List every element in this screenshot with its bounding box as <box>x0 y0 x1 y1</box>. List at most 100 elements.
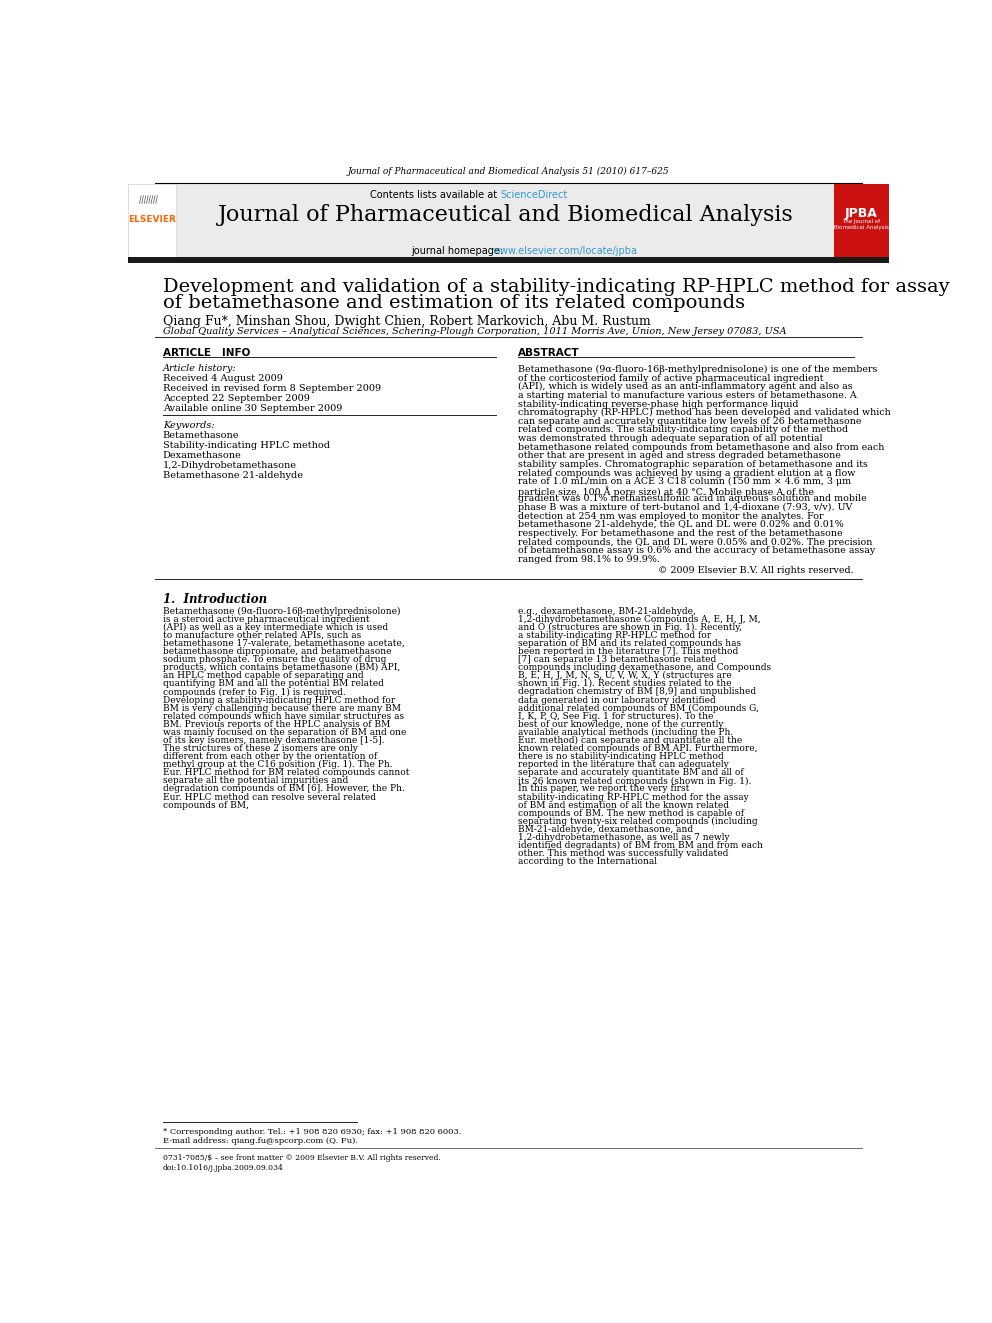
Text: and O (structures are shown in Fig. 1). Recently,: and O (structures are shown in Fig. 1). … <box>518 623 742 632</box>
Text: best of our knowledge, none of the currently: best of our knowledge, none of the curre… <box>518 720 723 729</box>
Text: compounds including dexamethasone, and Compounds: compounds including dexamethasone, and C… <box>518 663 771 672</box>
Text: particle size, 100 Å pore size) at 40 °C. Mobile phase A of the: particle size, 100 Å pore size) at 40 °C… <box>518 486 813 496</box>
Text: betamethasone 21-aldehyde, the QL and DL were 0.02% and 0.01%: betamethasone 21-aldehyde, the QL and DL… <box>518 520 843 529</box>
Text: was demonstrated through adequate separation of all potential: was demonstrated through adequate separa… <box>518 434 822 443</box>
Text: Stability-indicating HPLC method: Stability-indicating HPLC method <box>163 442 329 450</box>
Text: available analytical methods (including the Ph.: available analytical methods (including … <box>518 728 733 737</box>
Text: betamethasone 17-valerate, betamethasone acetate,: betamethasone 17-valerate, betamethasone… <box>163 639 405 648</box>
Text: Accepted 22 September 2009: Accepted 22 September 2009 <box>163 394 310 402</box>
Text: respectively. For betamethasone and the rest of the betamethasone: respectively. For betamethasone and the … <box>518 529 842 538</box>
Text: JPBA: JPBA <box>844 208 878 220</box>
Text: separating twenty-six related compounds (including: separating twenty-six related compounds … <box>518 816 757 826</box>
Text: quantifying BM and all the potential BM related: quantifying BM and all the potential BM … <box>163 679 384 688</box>
Text: 1,2-dihydrobetamethasone, as well as 7 newly: 1,2-dihydrobetamethasone, as well as 7 n… <box>518 833 729 841</box>
Text: stability-indicating RP-HPLC method for the assay: stability-indicating RP-HPLC method for … <box>518 792 748 802</box>
Text: different from each other by the orientation of: different from each other by the orienta… <box>163 751 377 761</box>
Bar <box>834 184 889 257</box>
Text: E-mail address: qiang.fu@spcorp.com (Q. Fu).: E-mail address: qiang.fu@spcorp.com (Q. … <box>163 1138 358 1146</box>
Text: ScienceDirect: ScienceDirect <box>501 189 567 200</box>
Text: 1.  Introduction: 1. Introduction <box>163 593 267 606</box>
Text: of the corticosteriod family of active pharmaceutical ingredient: of the corticosteriod family of active p… <box>518 373 823 382</box>
Text: BM. Previous reports of the HPLC analysis of BM: BM. Previous reports of the HPLC analysi… <box>163 720 390 729</box>
Text: can separate and accurately quantitate low levels of 26 betamethasone: can separate and accurately quantitate l… <box>518 417 861 426</box>
Text: compounds of BM. The new method is capable of: compounds of BM. The new method is capab… <box>518 808 744 818</box>
Text: degradation chemistry of BM [8,9] and unpublished: degradation chemistry of BM [8,9] and un… <box>518 688 756 696</box>
Text: Article history:: Article history: <box>163 364 236 373</box>
Text: products, which contains betamethasone (BM) API,: products, which contains betamethasone (… <box>163 663 400 672</box>
Text: data generated in our laboratory identified: data generated in our laboratory identif… <box>518 696 715 705</box>
Text: detection at 254 nm was employed to monitor the analytes. For: detection at 254 nm was employed to moni… <box>518 512 823 521</box>
Bar <box>128 184 176 257</box>
Text: betamethasone related compounds from betamethasone and also from each: betamethasone related compounds from bet… <box>518 443 884 451</box>
Text: Global Quality Services – Analytical Sciences, Schering-Plough Corporation, 1011: Global Quality Services – Analytical Sci… <box>163 327 787 336</box>
Text: Developing a stability-indicating HPLC method for: Developing a stability-indicating HPLC m… <box>163 696 395 705</box>
Text: betamethasone dipropionate, and betamethasone: betamethasone dipropionate, and betameth… <box>163 647 391 656</box>
Text: Betamethasone 21-aldehyde: Betamethasone 21-aldehyde <box>163 471 303 480</box>
Text: been reported in the literature [7]. This method: been reported in the literature [7]. Thi… <box>518 647 738 656</box>
Text: B, E, H, J, M, N, S, U, V, W, X, Y (structures are: B, E, H, J, M, N, S, U, V, W, X, Y (stru… <box>518 671 731 680</box>
Text: [7] can separate 13 betamethasone related: [7] can separate 13 betamethasone relate… <box>518 655 716 664</box>
Text: there is no stability-indicating HPLC method: there is no stability-indicating HPLC me… <box>518 751 723 761</box>
Text: of betamethasone assay is 0.6% and the accuracy of betamethasone assay: of betamethasone assay is 0.6% and the a… <box>518 546 875 556</box>
Text: 1,2-dihydrobetamethasone Compounds A, E, H, J, M,: 1,2-dihydrobetamethasone Compounds A, E,… <box>518 615 760 623</box>
Text: Received 4 August 2009: Received 4 August 2009 <box>163 373 283 382</box>
Text: separation of BM and its related compounds has: separation of BM and its related compoun… <box>518 639 741 648</box>
Text: rate of 1.0 mL/min on a ACE 3 C18 column (150 mm × 4.6 mm, 3 μm: rate of 1.0 mL/min on a ACE 3 C18 column… <box>518 478 851 487</box>
Text: ELSEVIER: ELSEVIER <box>128 214 176 224</box>
Text: * Corresponding author. Tel.: +1 908 820 6930; fax: +1 908 820 6003.: * Corresponding author. Tel.: +1 908 820… <box>163 1129 461 1136</box>
Text: degradation compounds of BM [6]. However, the Ph.: degradation compounds of BM [6]. However… <box>163 785 405 794</box>
Text: ARTICLE   INFO: ARTICLE INFO <box>163 348 250 359</box>
Text: additional related compounds of BM (Compounds G,: additional related compounds of BM (Comp… <box>518 704 759 713</box>
Text: ABSTRACT: ABSTRACT <box>518 348 579 359</box>
Text: Journal of Pharmaceutical and Biomedical Analysis 51 (2010) 617–625: Journal of Pharmaceutical and Biomedical… <box>347 167 670 176</box>
Text: stability-indicating reverse-phase high performance liquid: stability-indicating reverse-phase high … <box>518 400 799 409</box>
Text: chromatography (RP-HPLC) method has been developed and validated which: chromatography (RP-HPLC) method has been… <box>518 409 891 417</box>
Text: separate and accurately quantitate BM and all of: separate and accurately quantitate BM an… <box>518 769 743 778</box>
Text: of betamethasone and estimation of its related compounds: of betamethasone and estimation of its r… <box>163 294 745 312</box>
Text: reported in the literature that can adequately: reported in the literature that can adeq… <box>518 761 728 769</box>
Text: Dexamethasone: Dexamethasone <box>163 451 241 460</box>
Text: Betamethasone: Betamethasone <box>163 431 239 441</box>
Text: Qiang Fu*, Minshan Shou, Dwight Chien, Robert Markovich, Abu M. Rustum: Qiang Fu*, Minshan Shou, Dwight Chien, R… <box>163 315 651 328</box>
Text: was mainly focused on the separation of BM and one: was mainly focused on the separation of … <box>163 728 406 737</box>
Text: compounds of BM,: compounds of BM, <box>163 800 249 810</box>
Text: The structures of these 2 isomers are only: The structures of these 2 isomers are on… <box>163 744 358 753</box>
Text: identified degradants) of BM from BM and from each: identified degradants) of BM from BM and… <box>518 841 763 851</box>
Text: doi:10.1016/j.jpba.2009.09.034: doi:10.1016/j.jpba.2009.09.034 <box>163 1164 284 1172</box>
Text: related compounds which have similar structures as: related compounds which have similar str… <box>163 712 404 721</box>
Text: www.elsevier.com/locate/jpba: www.elsevier.com/locate/jpba <box>493 246 638 255</box>
Text: Keywords:: Keywords: <box>163 421 214 430</box>
Text: phase B was a mixture of tert-butanol and 1,4-dioxane (7:93, v/v). UV: phase B was a mixture of tert-butanol an… <box>518 503 852 512</box>
Text: separate all the potential impurities and: separate all the potential impurities an… <box>163 777 348 786</box>
Text: sodium phosphate. To ensure the quality of drug: sodium phosphate. To ensure the quality … <box>163 655 386 664</box>
Text: BM is very challenging because there are many BM: BM is very challenging because there are… <box>163 704 401 713</box>
Text: stability samples. Chromatographic separation of betamethasone and its: stability samples. Chromatographic separ… <box>518 460 868 468</box>
Text: an HPLC method capable of separating and: an HPLC method capable of separating and <box>163 671 363 680</box>
Text: compounds (refer to Fig. 1) is required.: compounds (refer to Fig. 1) is required. <box>163 688 345 697</box>
Text: to manufacture other related APIs, such as: to manufacture other related APIs, such … <box>163 631 361 640</box>
Text: is a steroid active pharmaceutical ingredient: is a steroid active pharmaceutical ingre… <box>163 615 369 623</box>
Text: The Journal of
Biomedical Analysis: The Journal of Biomedical Analysis <box>833 218 889 230</box>
Text: 1,2-Dihydrobetamethasone: 1,2-Dihydrobetamethasone <box>163 462 297 471</box>
Text: other that are present in aged and stress degraded betamethasone: other that are present in aged and stres… <box>518 451 840 460</box>
Text: © 2009 Elsevier B.V. All rights reserved.: © 2009 Elsevier B.V. All rights reserved… <box>659 566 854 574</box>
Text: its 26 known related compounds (shown in Fig. 1).: its 26 known related compounds (shown in… <box>518 777 751 786</box>
Text: (API) as well as a key intermediate which is used: (API) as well as a key intermediate whic… <box>163 623 388 632</box>
Text: according to the International: according to the International <box>518 857 657 867</box>
Text: a stability-indicating RP-HPLC method for: a stability-indicating RP-HPLC method fo… <box>518 631 711 640</box>
Text: shown in Fig. 1). Recent studies related to the: shown in Fig. 1). Recent studies related… <box>518 679 731 688</box>
Text: In this paper, we report the very first: In this paper, we report the very first <box>518 785 689 794</box>
Text: Journal of Pharmaceutical and Biomedical Analysis: Journal of Pharmaceutical and Biomedical… <box>217 204 794 226</box>
Text: journal homepage:: journal homepage: <box>411 246 506 255</box>
Text: known related compounds of BM API. Furthermore,: known related compounds of BM API. Furth… <box>518 744 757 753</box>
Text: gradient was 0.1% methanesulfonic acid in aqueous solution and mobile: gradient was 0.1% methanesulfonic acid i… <box>518 495 866 504</box>
Text: related compounds. The stability-indicating capability of the method: related compounds. The stability-indicat… <box>518 426 848 434</box>
Text: related compounds was achieved by using a gradient elution at a flow: related compounds was achieved by using … <box>518 468 855 478</box>
Text: of BM and estimation of all the known related: of BM and estimation of all the known re… <box>518 800 729 810</box>
Text: I, K, P, Q, See Fig. 1 for structures). To the: I, K, P, Q, See Fig. 1 for structures). … <box>518 712 713 721</box>
Text: other. This method was successfully validated: other. This method was successfully vali… <box>518 849 728 859</box>
Text: Eur. method) can separate and quantitate all the: Eur. method) can separate and quantitate… <box>518 736 742 745</box>
Text: ranged from 98.1% to 99.9%.: ranged from 98.1% to 99.9%. <box>518 554 660 564</box>
Text: e.g., dexamethasone, BM-21-aldehyde,: e.g., dexamethasone, BM-21-aldehyde, <box>518 606 695 615</box>
Text: Betamethasone (9α-fluoro-16β-methylprednisolone): Betamethasone (9α-fluoro-16β-methylpredn… <box>163 606 400 615</box>
